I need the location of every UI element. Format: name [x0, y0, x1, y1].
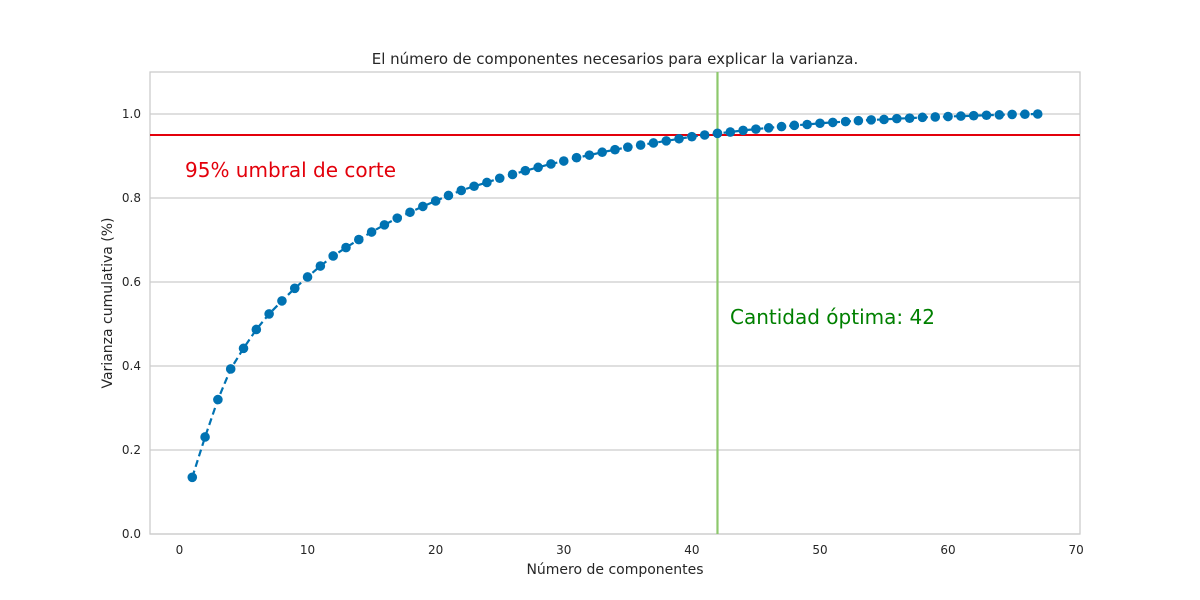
optimal-components-label: Cantidad óptima: 42	[730, 305, 935, 329]
data-point	[661, 136, 672, 146]
data-point	[968, 110, 979, 121]
x-tick-label: 50	[812, 543, 827, 557]
x-tick-label: 30	[556, 543, 571, 557]
data-point	[354, 234, 364, 245]
data-point	[238, 343, 249, 354]
data-point	[892, 113, 902, 124]
data-point	[1032, 109, 1043, 119]
data-point	[597, 147, 607, 158]
data-point	[546, 159, 556, 169]
data-point	[712, 128, 723, 139]
data-point	[956, 111, 966, 121]
data-point	[366, 227, 377, 237]
data-point	[815, 118, 825, 129]
data-point	[866, 115, 876, 125]
data-point	[635, 140, 646, 150]
data-point	[725, 127, 736, 137]
data-point	[699, 130, 710, 140]
data-point	[315, 261, 326, 271]
x-tick-label: 20	[428, 543, 443, 557]
x-axis-label: Número de componentes	[526, 562, 703, 578]
data-point	[443, 190, 454, 201]
y-tick-label: 1.0	[122, 107, 141, 121]
data-point	[840, 116, 851, 127]
data-point	[904, 113, 915, 123]
data-point	[930, 112, 941, 122]
data-point	[392, 213, 403, 223]
data-point	[623, 142, 633, 152]
data-point	[917, 112, 928, 123]
data-point	[981, 110, 992, 121]
plot-area	[150, 72, 1080, 534]
x-tick-label: 0	[176, 543, 184, 557]
data-point	[277, 296, 287, 306]
data-point	[789, 120, 800, 131]
data-point	[558, 156, 569, 166]
data-point	[328, 251, 338, 261]
data-point	[469, 181, 479, 192]
data-point	[200, 432, 210, 442]
data-point	[213, 394, 223, 405]
data-point	[776, 121, 787, 132]
data-point	[456, 185, 467, 196]
data-point	[302, 272, 313, 282]
y-tick-label: 0.2	[122, 443, 141, 457]
data-point	[802, 119, 812, 130]
x-tick-label: 60	[940, 543, 955, 557]
data-point	[879, 114, 889, 125]
data-point	[1020, 109, 1030, 120]
x-tick-label: 70	[1069, 543, 1084, 557]
data-point	[482, 177, 492, 188]
data-point	[520, 165, 531, 176]
data-point	[1007, 109, 1017, 120]
chart-title: El número de componentes necesarios para…	[372, 50, 859, 68]
y-tick-label: 0.0	[122, 527, 141, 541]
y-tick-label: 0.6	[122, 275, 141, 289]
data-point	[494, 173, 505, 184]
data-point	[225, 364, 236, 374]
data-point	[610, 144, 620, 155]
data-point	[251, 324, 262, 335]
data-point	[943, 111, 953, 122]
data-point	[853, 115, 864, 126]
data-point	[687, 131, 697, 142]
y-tick-label: 0.8	[122, 191, 141, 205]
data-point	[751, 124, 761, 134]
data-point	[763, 123, 774, 133]
x-axis-ticks: 0 10 20 30 40 50 60 70	[176, 543, 1084, 557]
y-tick-label: 0.4	[122, 359, 141, 373]
data-point	[738, 125, 748, 136]
y-axis-ticks: 0.0 0.2 0.4 0.6 0.8 1.0	[122, 107, 141, 541]
data-point	[379, 220, 390, 230]
x-tick-label: 10	[300, 543, 315, 557]
data-point	[289, 283, 300, 294]
data-point	[584, 150, 595, 160]
data-point	[994, 110, 1005, 120]
plot-frame	[149, 71, 1081, 535]
threshold-label: 95% umbral de corte	[185, 158, 396, 182]
data-point	[430, 196, 441, 206]
data-point	[264, 309, 274, 319]
y-axis-label: Varianza cumulativa (%)	[100, 217, 116, 388]
data-point	[571, 152, 582, 163]
data-point	[674, 133, 684, 144]
data-point	[648, 138, 659, 148]
data-point	[418, 201, 428, 212]
cumulative-variance-series	[187, 109, 1043, 483]
data-point	[507, 169, 518, 180]
x-tick-label: 40	[684, 543, 699, 557]
data-point	[405, 207, 415, 218]
data-point	[827, 117, 838, 128]
data-point	[187, 472, 198, 483]
data-point	[533, 162, 543, 173]
data-point	[341, 242, 351, 253]
